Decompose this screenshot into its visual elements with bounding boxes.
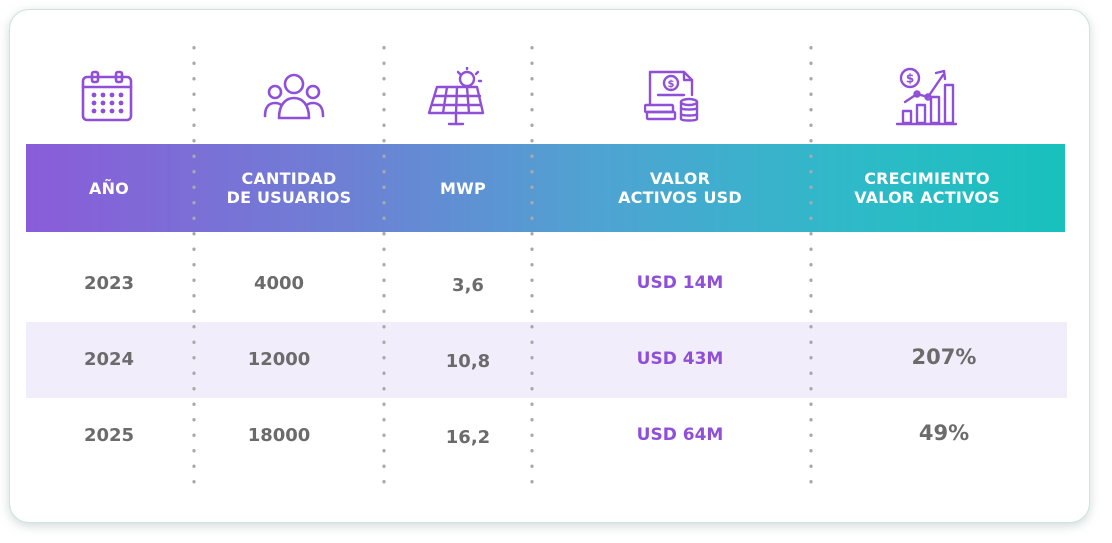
cell-users: 4000 bbox=[253, 272, 305, 294]
cell-assets: USD 14M bbox=[636, 273, 724, 293]
solar-panel-icon bbox=[425, 67, 487, 127]
svg-text:$: $ bbox=[906, 72, 914, 86]
cell-year: 2023 bbox=[83, 272, 135, 294]
cell-year: 2025 bbox=[83, 424, 135, 446]
calendar-icon bbox=[80, 70, 134, 124]
cell-growth bbox=[814, 245, 1040, 321]
cell-growth: 49% bbox=[918, 421, 970, 445]
column-divider bbox=[530, 40, 534, 485]
svg-text:$: $ bbox=[668, 79, 675, 90]
header-growth: CRECIMIENTO VALOR ACTIVOS bbox=[854, 169, 1000, 207]
cell-users: 18000 bbox=[247, 424, 311, 446]
users-icon bbox=[263, 72, 325, 120]
table-row-highlight bbox=[26, 322, 1067, 398]
header-mwp: MWP bbox=[440, 178, 486, 198]
header-year: AÑO bbox=[89, 178, 129, 198]
cell-mwp: 3,6 bbox=[452, 274, 484, 296]
cell-mwp: 10,8 bbox=[445, 350, 491, 372]
table-card bbox=[9, 9, 1090, 523]
cell-growth: 207% bbox=[911, 345, 977, 369]
table-header bbox=[26, 144, 1065, 232]
cell-users: 12000 bbox=[247, 348, 311, 370]
header-assets: VALOR ACTIVOS USD bbox=[618, 169, 742, 207]
document-money-icon: $ bbox=[644, 69, 702, 125]
column-divider bbox=[192, 40, 196, 485]
cell-mwp: 16,2 bbox=[445, 426, 491, 448]
header-users: CANTIDAD DE USUARIOS bbox=[226, 169, 352, 207]
column-divider bbox=[809, 40, 813, 485]
growth-chart-icon: $ bbox=[895, 67, 957, 127]
cell-assets: USD 43M bbox=[636, 349, 724, 369]
column-divider bbox=[382, 40, 386, 485]
cell-assets: USD 64M bbox=[636, 425, 724, 445]
cell-year: 2024 bbox=[83, 348, 135, 370]
